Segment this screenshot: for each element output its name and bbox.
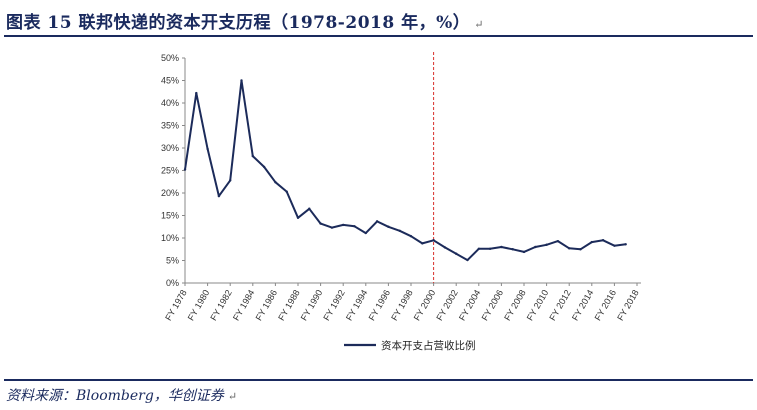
data-point — [183, 168, 187, 171]
x-tick-label: FY 2018 — [615, 288, 641, 322]
data-point — [296, 216, 300, 219]
data-point — [488, 247, 492, 250]
legend-label: 资本开支占营收比例 — [381, 339, 476, 352]
paragraph-mark-icon: ↵ — [474, 18, 484, 31]
data-point — [319, 222, 322, 225]
data-point — [387, 225, 390, 228]
line-chart: 0%5%10%15%20%25%30%35%40%45%50%FY 1978FY… — [161, 52, 641, 352]
y-tick-label: 45% — [161, 76, 179, 86]
source-note: 资料来源：Bloomberg，华创证券 ↵ — [6, 385, 237, 405]
data-point — [342, 223, 345, 227]
bottom-divider — [4, 379, 753, 381]
data-point — [455, 252, 458, 255]
y-tick-label: 50% — [161, 53, 179, 63]
figure-title: 图表 15 联邦快递的资本开支历程（1978-2018 年，%） ↵ — [6, 8, 484, 33]
figure-title-bar: 图表 15 联邦快递的资本开支历程（1978-2018 年，%） ↵ — [4, 6, 753, 36]
data-point — [556, 239, 560, 243]
y-tick-label: 35% — [161, 121, 179, 131]
data-point — [262, 165, 266, 169]
data-point — [364, 231, 367, 235]
y-tick-label: 20% — [161, 188, 179, 198]
data-point — [195, 91, 198, 95]
top-divider — [4, 35, 753, 37]
data-point — [568, 247, 571, 250]
data-point — [421, 242, 424, 245]
figure-title-text: 图表 15 联邦快递的资本开支历程（1978-2018 年，%） — [6, 13, 471, 33]
data-point — [511, 248, 514, 251]
y-tick-label: 5% — [166, 256, 179, 266]
data-point — [613, 244, 616, 247]
data-point — [522, 250, 526, 254]
data-point — [477, 247, 480, 250]
data-point — [432, 239, 435, 242]
data-point — [534, 245, 537, 249]
y-tick-label: 10% — [161, 233, 179, 243]
data-point — [217, 194, 221, 198]
y-tick-label: 40% — [161, 98, 179, 108]
series-line — [184, 79, 626, 262]
y-tick-label: 30% — [161, 143, 179, 153]
data-point — [206, 147, 209, 151]
data-point — [308, 207, 311, 210]
data-point — [409, 235, 413, 238]
data-point — [274, 181, 277, 184]
data-point — [624, 243, 627, 246]
data-point — [601, 239, 605, 242]
source-text: 资料来源：Bloomberg，华创证券 — [6, 388, 224, 404]
y-tick-label: 0% — [166, 278, 179, 288]
data-point — [466, 258, 469, 262]
data-point — [500, 245, 503, 249]
data-point — [398, 229, 401, 232]
data-point — [240, 79, 243, 82]
data-point — [375, 220, 379, 223]
data-point — [353, 225, 356, 228]
data-point — [285, 190, 288, 193]
data-point — [330, 226, 334, 229]
y-tick-label: 25% — [161, 166, 179, 176]
paragraph-mark-icon: ↵ — [227, 390, 238, 403]
data-point — [545, 243, 548, 246]
data-point — [443, 246, 447, 249]
data-point — [251, 154, 254, 158]
data-point — [579, 248, 582, 251]
y-tick-label: 15% — [161, 211, 179, 221]
data-point — [590, 240, 593, 244]
data-point — [229, 179, 232, 182]
